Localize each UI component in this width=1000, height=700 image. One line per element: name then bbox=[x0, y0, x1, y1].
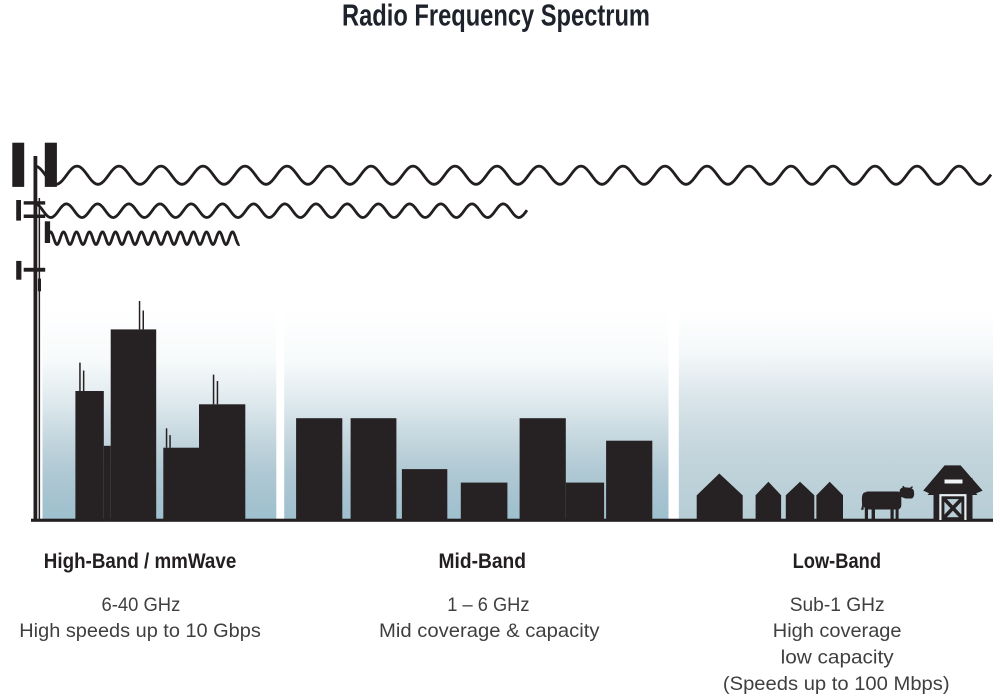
svg-text:Mid-Band: Mid-Band bbox=[439, 549, 527, 573]
svg-text:Mid coverage & capacity: Mid coverage & capacity bbox=[379, 620, 600, 642]
svg-text:Radio Frequency Spectrum: Radio Frequency Spectrum bbox=[342, 0, 650, 32]
svg-text:(Speeds up to 100 Mbps): (Speeds up to 100 Mbps) bbox=[723, 673, 950, 695]
svg-text:Sub-1 GHz: Sub-1 GHz bbox=[790, 594, 885, 616]
svg-text:Low-Band: Low-Band bbox=[793, 549, 881, 573]
svg-text:High-Band / mmWave: High-Band / mmWave bbox=[44, 549, 237, 573]
svg-text:High coverage: High coverage bbox=[773, 620, 902, 642]
svg-text:High speeds up to 10 Gbps: High speeds up to 10 Gbps bbox=[19, 620, 261, 642]
svg-text:6-40 GHz: 6-40 GHz bbox=[102, 594, 181, 616]
svg-text:1 – 6 GHz: 1 – 6 GHz bbox=[447, 594, 529, 616]
svg-text:low capacity: low capacity bbox=[781, 647, 894, 669]
